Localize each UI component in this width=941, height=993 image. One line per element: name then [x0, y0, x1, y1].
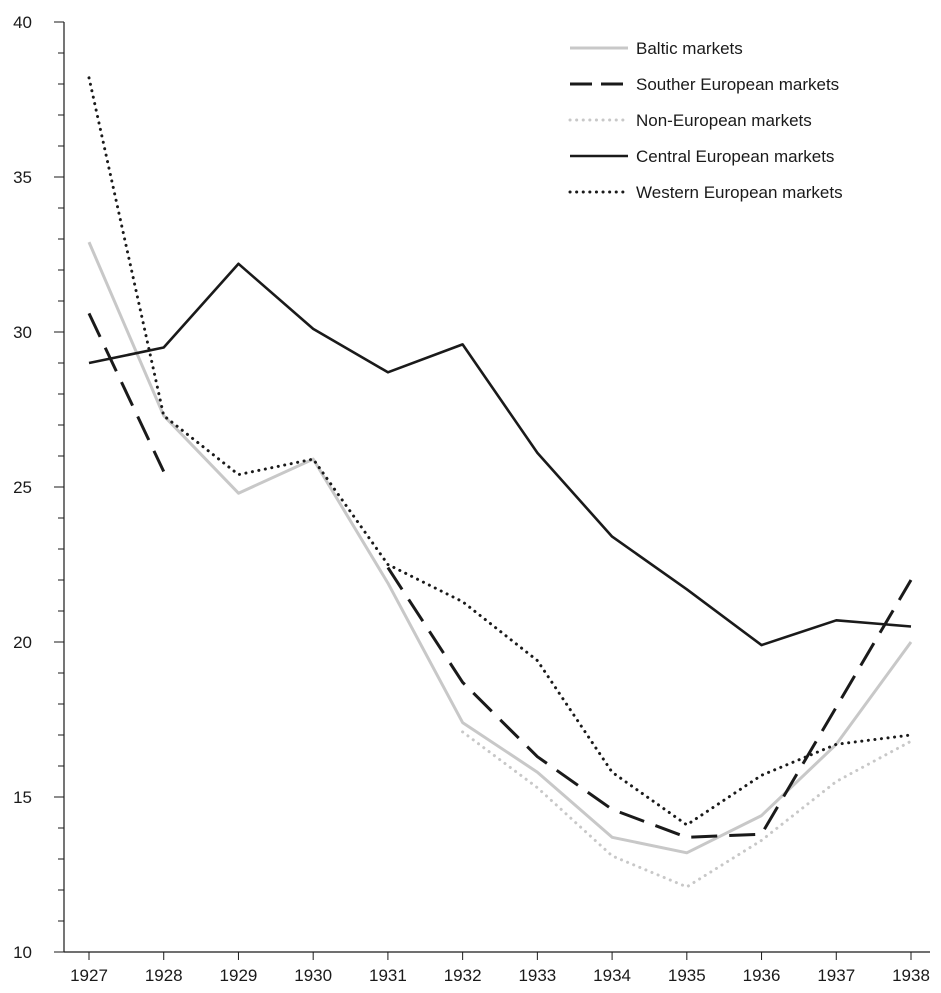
series-line [87, 76, 913, 827]
x-tick-label: 1931 [369, 966, 407, 985]
legend: Baltic markets Souther European markets No… [568, 39, 843, 202]
series-line [87, 241, 913, 855]
x-tick-label: 1936 [743, 966, 781, 985]
x-tick-label: 1932 [444, 966, 482, 985]
x-tick-label: 1934 [593, 966, 631, 985]
x-tick-label: 1928 [145, 966, 183, 985]
legend-label: Souther European markets [636, 75, 839, 94]
series-non-european-markets [461, 730, 913, 889]
series-lines [87, 76, 913, 889]
x-tick-label: 1927 [70, 966, 108, 985]
x-tick-label: 1938 [892, 966, 930, 985]
series-baltic-markets [87, 241, 913, 855]
y-tick-label: 30 [13, 323, 32, 342]
legend-label: Baltic markets [636, 39, 743, 58]
series-central-european-markets [88, 262, 912, 647]
y-tick-label: 25 [13, 478, 32, 497]
y-tick-label: 20 [13, 633, 32, 652]
y-tick-label: 10 [13, 943, 32, 962]
series-line [87, 312, 166, 473]
legend-label: Central European markets [636, 147, 834, 166]
x-tick-label: 1937 [817, 966, 855, 985]
series-line [88, 262, 912, 647]
x-tick-label: 1935 [668, 966, 706, 985]
legend-label: Western European markets [636, 183, 843, 202]
axes: 10 15 20 25 30 35 40 1927 1928 1929 1930 1931 1932 19… [13, 13, 930, 985]
x-tick-label: 1929 [220, 966, 258, 985]
x-tick-label: 1930 [294, 966, 332, 985]
legend-label: Non-European markets [636, 111, 812, 130]
series-line [386, 566, 913, 839]
y-tick-label: 35 [13, 168, 32, 187]
x-tick-label: 1933 [518, 966, 556, 985]
y-tick-label: 40 [13, 13, 32, 32]
y-tick-label: 15 [13, 788, 32, 807]
series-western-european-markets [87, 76, 913, 827]
series-line [461, 730, 913, 889]
series-souther-european-markets [87, 312, 913, 839]
